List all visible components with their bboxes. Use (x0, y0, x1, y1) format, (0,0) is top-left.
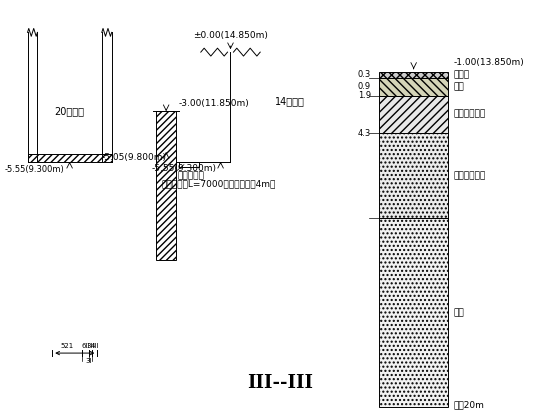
Text: -5.05(9.800m): -5.05(9.800m) (102, 153, 167, 162)
Text: 4.3: 4.3 (358, 129, 371, 137)
Text: 3I: 3I (86, 358, 92, 364)
Text: 水泥搞拌框L=7000（进入硞沙層4m）: 水泥搞拌框L=7000（进入硞沙層4m） (161, 179, 276, 189)
Text: 表土: 表土 (453, 82, 464, 91)
Text: 0.3: 0.3 (358, 70, 371, 79)
Text: ±0.00(14.850m): ±0.00(14.850m) (193, 31, 268, 40)
Text: 20栖基础: 20栖基础 (55, 106, 85, 116)
Text: III--III: III--III (247, 374, 313, 392)
Text: 含粘性土硞沙: 含粘性土硞沙 (453, 171, 486, 180)
Bar (379, 78, 449, 95)
Text: 基底排水沟: 基底排水沟 (177, 171, 204, 181)
Text: 0.9: 0.9 (358, 82, 371, 91)
Bar (27, 154, 111, 162)
Bar (379, 218, 449, 407)
Text: -1.00(13.850m): -1.00(13.850m) (453, 58, 524, 67)
Text: 大于20m: 大于20m (453, 400, 484, 409)
Text: 3II: 3II (86, 343, 95, 349)
Text: 521: 521 (60, 343, 74, 349)
Bar (379, 95, 449, 133)
Text: 14栖基础: 14栖基础 (275, 97, 305, 106)
Text: 4II: 4II (91, 343, 99, 349)
Text: 1.9: 1.9 (358, 91, 371, 100)
Bar (179, 162, 199, 167)
Bar (156, 111, 176, 260)
Text: 硞沙: 硞沙 (453, 308, 464, 317)
Bar (27, 154, 111, 162)
Text: -5.55(9.300m): -5.55(9.300m) (151, 164, 216, 173)
Bar (379, 133, 449, 218)
Text: -5.55(9.300m): -5.55(9.300m) (4, 165, 64, 173)
Text: 素填土: 素填土 (453, 70, 469, 79)
Text: -3.00(11.850m): -3.00(11.850m) (179, 100, 250, 108)
Bar (379, 72, 449, 78)
Text: 6II: 6II (81, 343, 90, 349)
Text: 含粘性土中沙: 含粘性土中沙 (453, 110, 486, 119)
Bar (156, 111, 176, 260)
